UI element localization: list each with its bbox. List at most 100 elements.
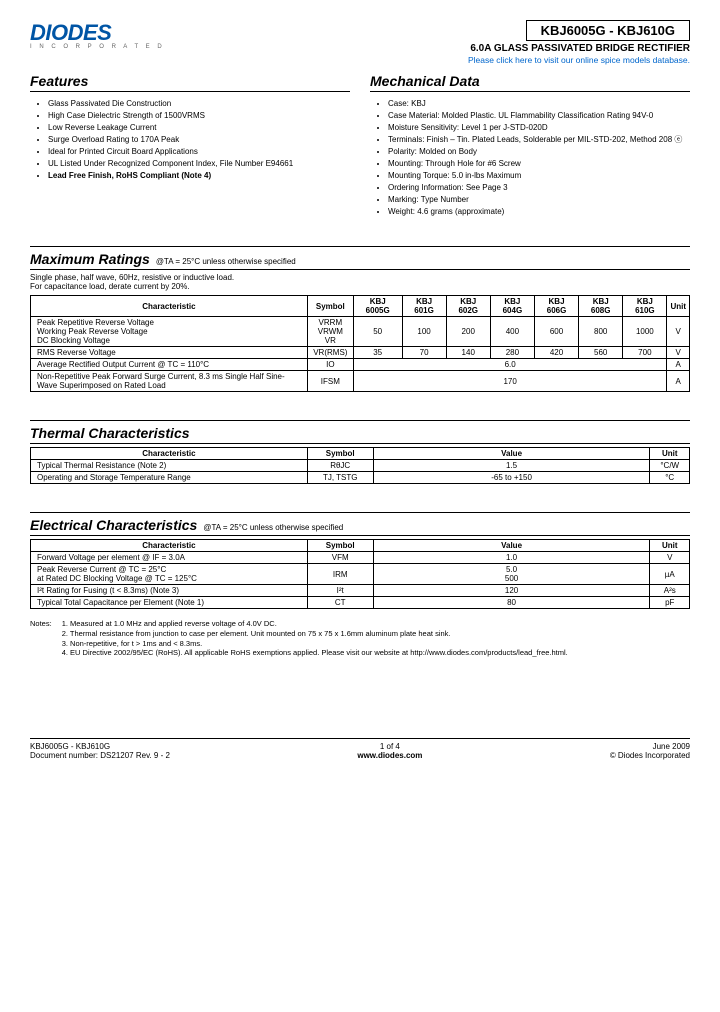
cell: 35 (353, 347, 402, 359)
cell: µA (650, 564, 690, 585)
max-ratings-condition: @TA = 25°C unless otherwise specified (156, 257, 296, 266)
logo-text: DIODES (30, 20, 165, 46)
footer-copyright: © Diodes Incorporated (610, 751, 690, 760)
list-item: Marking: Type Number (388, 194, 690, 206)
cell: A (667, 371, 690, 392)
cell: VFM (307, 552, 373, 564)
cell: 50 (353, 317, 402, 347)
table-header: KBJ 610G (623, 296, 667, 317)
cell: 1000 (623, 317, 667, 347)
table-row: Typical Total Capacitance per Element (N… (31, 597, 690, 609)
cell: 1.5 (373, 460, 650, 472)
table-row: Average Rectified Output Current @ TC = … (31, 359, 690, 371)
cell: VRRMVRWMVR (307, 317, 353, 347)
cell: I²t Rating for Fusing (t < 8.3ms) (Note … (31, 585, 308, 597)
table-header: KBJ 608G (579, 296, 623, 317)
list-item: Terminals: Finish – Tin. Plated Leads, S… (388, 134, 690, 146)
table-header: Symbol (307, 296, 353, 317)
cell: Average Rectified Output Current @ TC = … (31, 359, 308, 371)
cell: TJ, TSTG (307, 472, 373, 484)
list-item: Lead Free Finish, RoHS Compliant (Note 4… (48, 170, 350, 182)
notes-label: Notes: (30, 619, 52, 658)
table-row: Operating and Storage Temperature RangeT… (31, 472, 690, 484)
cell: V (667, 347, 690, 359)
cell: A (667, 359, 690, 371)
cell: °C (650, 472, 690, 484)
list-item: Ordering Information: See Page 3 (388, 182, 690, 194)
logo-subtext: I N C O R P O R A T E D (30, 44, 165, 50)
note-item: 4. EU Directive 2002/95/EC (RoHS). All a… (62, 648, 568, 658)
thermal-title: Thermal Characteristics (30, 425, 190, 441)
cell: 800 (579, 317, 623, 347)
mechanical-list: Case: KBJCase Material: Molded Plastic. … (370, 98, 690, 218)
cell: 170 (353, 371, 667, 392)
table-header: Unit (667, 296, 690, 317)
table-row: Typical Thermal Resistance (Note 2)RθJC1… (31, 460, 690, 472)
table-header: Characteristic (31, 540, 308, 552)
features-heading: Features (30, 73, 350, 92)
cell: 600 (534, 317, 578, 347)
title-block: KBJ6005G - KBJ610G 6.0A GLASS PASSIVATED… (468, 20, 690, 65)
cell: 6.0 (353, 359, 667, 371)
cell: pF (650, 597, 690, 609)
cell: 5.0500 (373, 564, 650, 585)
spice-models-link[interactable]: Please click here to visit our online sp… (468, 55, 690, 65)
list-item: Moisture Sensitivity: Level 1 per J-STD-… (388, 122, 690, 134)
cell: Peak Reverse Current @ TC = 25°Cat Rated… (31, 564, 308, 585)
list-item: Weight: 4.6 grams (approximate) (388, 206, 690, 218)
cell: 560 (579, 347, 623, 359)
list-item: High Case Dielectric Strength of 1500VRM… (48, 110, 350, 122)
cell: 70 (402, 347, 446, 359)
page-header: DIODES I N C O R P O R A T E D KBJ6005G … (30, 20, 690, 65)
list-item: Case: KBJ (388, 98, 690, 110)
cell: Typical Thermal Resistance (Note 2) (31, 460, 308, 472)
cell: 200 (446, 317, 490, 347)
divider (30, 512, 690, 513)
footer-date: June 2009 (610, 742, 690, 751)
list-item: Case Material: Molded Plastic. UL Flamma… (388, 110, 690, 122)
footer-left: KBJ6005G - KBJ610G Document number: DS21… (30, 742, 170, 760)
part-number-title: KBJ6005G - KBJ610G (526, 20, 690, 41)
max-ratings-note: Single phase, half wave, 60Hz, resistive… (30, 273, 690, 291)
cell: I²t (307, 585, 373, 597)
cell: 420 (534, 347, 578, 359)
cell: 700 (623, 347, 667, 359)
cell: 120 (373, 585, 650, 597)
list-item: Ideal for Printed Circuit Board Applicat… (48, 146, 350, 158)
table-header: Value (373, 448, 650, 460)
footer-page-number: 1 of 4 (357, 742, 422, 751)
divider (30, 420, 690, 421)
footer-right: June 2009 © Diodes Incorporated (610, 742, 690, 760)
cell: 80 (373, 597, 650, 609)
electrical-condition: @TA = 25°C unless otherwise specified (203, 523, 343, 532)
cell: Non-Repetitive Peak Forward Surge Curren… (31, 371, 308, 392)
list-item: UL Listed Under Recognized Component Ind… (48, 158, 350, 170)
mechanical-column: Mechanical Data Case: KBJCase Material: … (370, 73, 690, 218)
cell: 400 (490, 317, 534, 347)
list-item: Glass Passivated Die Construction (48, 98, 350, 110)
cell: CT (307, 597, 373, 609)
footer-center: 1 of 4 www.diodes.com (357, 742, 422, 760)
cell: Forward Voltage per element @ IF = 3.0A (31, 552, 308, 564)
note-item: 2. Thermal resistance from junction to c… (62, 629, 568, 639)
max-ratings-table: CharacteristicSymbolKBJ 6005GKBJ 601GKBJ… (30, 295, 690, 392)
table-header: Unit (650, 540, 690, 552)
max-ratings-header: Maximum Ratings @TA = 25°C unless otherw… (30, 251, 690, 270)
cell: °C/W (650, 460, 690, 472)
features-column: Features Glass Passivated Die Constructi… (30, 73, 350, 218)
electrical-header: Electrical Characteristics @TA = 25°C un… (30, 517, 690, 536)
cell: V (650, 552, 690, 564)
note-item: 1. Measured at 1.0 MHz and applied rever… (62, 619, 568, 629)
table-header: KBJ 604G (490, 296, 534, 317)
table-row: I²t Rating for Fusing (t < 8.3ms) (Note … (31, 585, 690, 597)
cell: 100 (402, 317, 446, 347)
list-item: Mounting: Through Hole for #6 Screw (388, 158, 690, 170)
notes-block: Notes: 1. Measured at 1.0 MHz and applie… (30, 619, 690, 658)
table-header: Symbol (307, 540, 373, 552)
footer-website[interactable]: www.diodes.com (357, 751, 422, 760)
cell: 140 (446, 347, 490, 359)
table-header: Characteristic (31, 448, 308, 460)
table-row: Non-Repetitive Peak Forward Surge Curren… (31, 371, 690, 392)
cell: Peak Repetitive Reverse VoltageWorking P… (31, 317, 308, 347)
cell: -65 to +150 (373, 472, 650, 484)
